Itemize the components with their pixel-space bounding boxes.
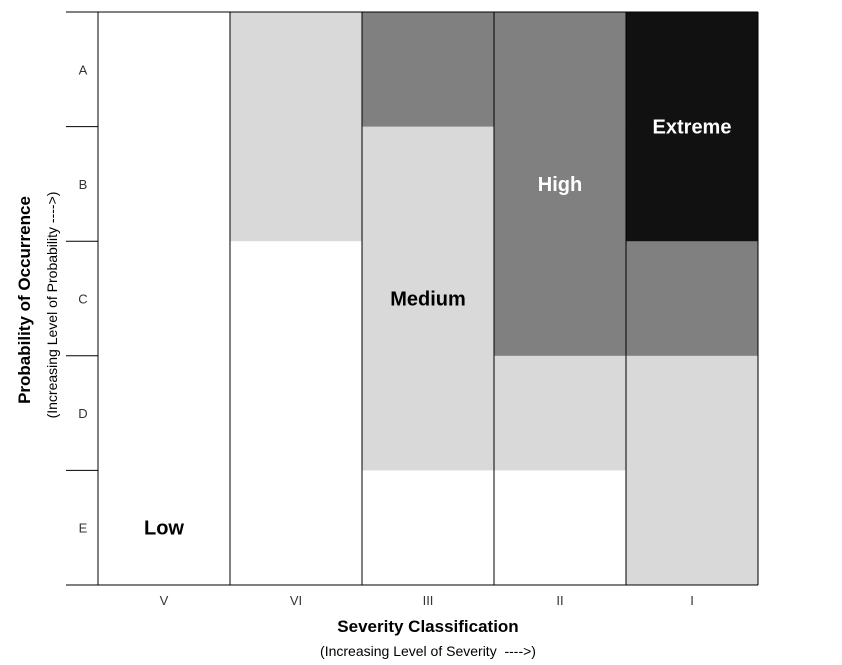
region-label-medium: Medium — [390, 289, 466, 311]
matrix-cell — [362, 355, 495, 471]
matrix-cell — [230, 12, 363, 128]
matrix-cell — [362, 470, 495, 586]
matrix-cell — [98, 470, 231, 586]
matrix-cell — [626, 126, 759, 242]
y-tick-label: A — [79, 62, 88, 77]
matrix-cell — [230, 470, 363, 586]
x-axis-tick-labels: V VI III II I — [160, 593, 694, 608]
matrix-cell — [362, 126, 495, 242]
region-labels: Low Medium High Extreme — [144, 117, 731, 540]
y-axis-tick-labels: A B C D E — [78, 62, 87, 535]
matrix-cell — [494, 126, 627, 242]
matrix-cell — [494, 355, 627, 471]
matrix-cell — [98, 241, 231, 357]
matrix-cell — [626, 470, 759, 586]
matrix-cell — [98, 355, 231, 471]
matrix-cell — [362, 12, 495, 128]
y-axis-subtitle: (Increasing Level of Probability ---->) — [44, 192, 60, 419]
matrix-cell — [494, 241, 627, 357]
y-tick-label: D — [78, 406, 87, 421]
x-axis-subtitle: (Increasing Level of Severity ---->) — [320, 643, 536, 659]
matrix-cell — [230, 241, 363, 357]
y-tick-label: C — [78, 292, 87, 307]
x-tick-label: VI — [290, 593, 302, 608]
matrix-cell — [494, 12, 627, 128]
matrix-cell — [626, 355, 759, 471]
x-tick-label: III — [423, 593, 434, 608]
x-tick-label: V — [160, 593, 169, 608]
region-label-high: High — [538, 174, 582, 196]
x-axis-title: Severity Classification — [337, 617, 518, 636]
x-tick-label: II — [556, 593, 563, 608]
x-tick-label: I — [690, 593, 694, 608]
matrix-cell — [362, 241, 495, 357]
y-tick-label: E — [79, 521, 88, 536]
matrix-gridlines — [97, 11, 759, 586]
matrix-cell — [230, 355, 363, 471]
matrix-cells — [98, 12, 759, 586]
region-label-low: Low — [144, 518, 184, 540]
y-axis-title: Probability of Occurrence — [15, 196, 34, 404]
matrix-cell — [230, 126, 363, 242]
matrix-cell — [626, 12, 759, 128]
matrix-cell — [626, 241, 759, 357]
matrix-cell — [98, 126, 231, 242]
matrix-cell — [494, 470, 627, 586]
y-tick-label: B — [79, 177, 88, 192]
region-label-extreme: Extreme — [653, 117, 732, 139]
matrix-cell — [98, 12, 231, 128]
y-axis-tick-marks — [66, 11, 98, 586]
